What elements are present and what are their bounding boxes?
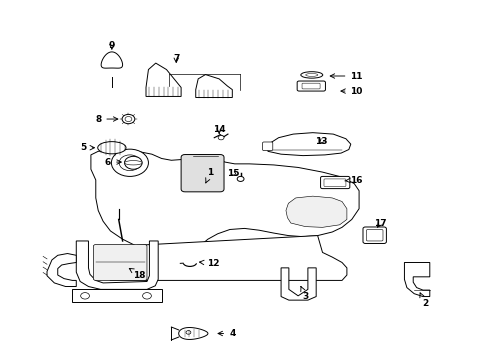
Text: 1: 1 [205, 168, 213, 183]
Polygon shape [76, 241, 158, 289]
Circle shape [122, 114, 135, 124]
Polygon shape [47, 253, 76, 287]
FancyBboxPatch shape [302, 83, 320, 89]
Polygon shape [281, 268, 316, 300]
Polygon shape [72, 289, 161, 302]
Circle shape [142, 293, 151, 299]
FancyBboxPatch shape [181, 154, 224, 192]
Text: 2: 2 [419, 293, 427, 308]
Circle shape [125, 117, 132, 122]
Circle shape [124, 156, 142, 169]
FancyBboxPatch shape [93, 244, 147, 280]
Text: 4: 4 [218, 329, 235, 338]
Text: 18: 18 [129, 269, 145, 279]
Polygon shape [91, 149, 358, 252]
Ellipse shape [98, 141, 126, 154]
Text: 10: 10 [340, 86, 362, 95]
Polygon shape [404, 262, 429, 297]
Text: 17: 17 [373, 219, 386, 228]
Text: 7: 7 [173, 54, 179, 63]
FancyBboxPatch shape [297, 81, 325, 91]
Polygon shape [285, 196, 346, 227]
Text: 8: 8 [95, 114, 118, 123]
Ellipse shape [305, 73, 317, 76]
Circle shape [111, 149, 148, 176]
FancyBboxPatch shape [320, 176, 349, 189]
Polygon shape [146, 63, 181, 96]
Polygon shape [267, 133, 350, 156]
Circle shape [119, 155, 141, 171]
Text: 3: 3 [300, 287, 308, 301]
Circle shape [218, 135, 224, 140]
Ellipse shape [300, 72, 322, 78]
FancyBboxPatch shape [262, 142, 272, 150]
Polygon shape [107, 235, 346, 280]
Polygon shape [178, 328, 207, 339]
Text: 14: 14 [212, 125, 225, 134]
Text: 9: 9 [108, 41, 115, 50]
Circle shape [185, 330, 190, 334]
Polygon shape [195, 75, 232, 98]
Text: 15: 15 [227, 169, 240, 178]
Circle shape [237, 176, 244, 181]
FancyBboxPatch shape [324, 179, 345, 186]
Polygon shape [101, 52, 122, 68]
Text: 5: 5 [81, 143, 94, 152]
Ellipse shape [124, 161, 142, 165]
Text: 13: 13 [315, 137, 327, 146]
FancyBboxPatch shape [362, 227, 386, 243]
Text: 11: 11 [329, 72, 362, 81]
Text: 6: 6 [104, 158, 121, 167]
FancyBboxPatch shape [366, 229, 382, 241]
Text: 16: 16 [344, 176, 362, 185]
Text: 12: 12 [199, 259, 219, 268]
Circle shape [81, 293, 89, 299]
